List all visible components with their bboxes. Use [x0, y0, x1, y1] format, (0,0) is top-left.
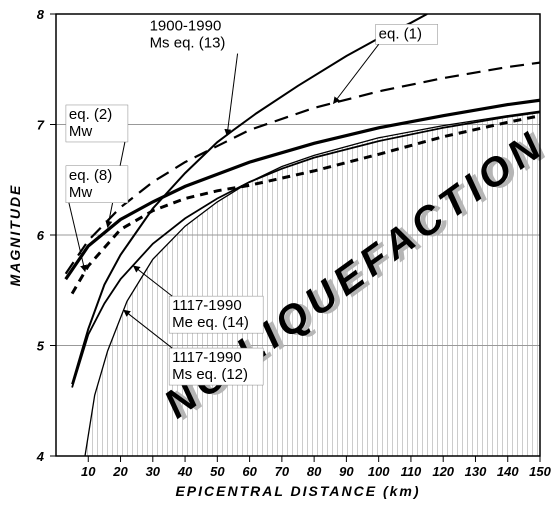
x-tick-label: 20: [112, 464, 128, 479]
x-tick-label: 100: [368, 464, 390, 479]
x-tick-label: 130: [465, 464, 487, 479]
x-tick-label: 140: [497, 464, 519, 479]
x-axis-label: EPICENTRAL DISTANCE (km): [175, 483, 420, 499]
x-tick-label: 120: [432, 464, 454, 479]
y-tick-label: 5: [37, 339, 45, 354]
x-tick-label: 150: [529, 464, 551, 479]
x-tick-label: 60: [242, 464, 257, 479]
y-axis-label: MAGNITUDE: [7, 184, 23, 287]
y-tick-label: 6: [37, 228, 45, 243]
anno-eq1: eq. (1): [379, 25, 422, 42]
x-tick-label: 90: [339, 464, 354, 479]
anno-eq14: 1117-1990Me eq. (14): [172, 297, 249, 331]
y-tick-label: 8: [37, 7, 45, 22]
x-tick-label: 70: [275, 464, 290, 479]
x-tick-label: 50: [210, 464, 225, 479]
x-tick-label: 110: [401, 464, 422, 479]
x-tick-label: 30: [146, 464, 161, 479]
x-tick-label: 80: [307, 464, 322, 479]
anno-eq13: 1900-1990Ms eq. (13): [150, 18, 226, 52]
anno-eq12: 1117-1990Ms eq. (12): [172, 349, 248, 383]
magnitude-distance-chart: NO LIQUEFACTIONNO LIQUEFACTION1020304050…: [0, 0, 551, 507]
y-tick-label: 7: [37, 118, 45, 133]
y-tick-label: 4: [36, 449, 45, 464]
x-tick-label: 10: [81, 464, 96, 479]
x-tick-label: 40: [177, 464, 193, 479]
